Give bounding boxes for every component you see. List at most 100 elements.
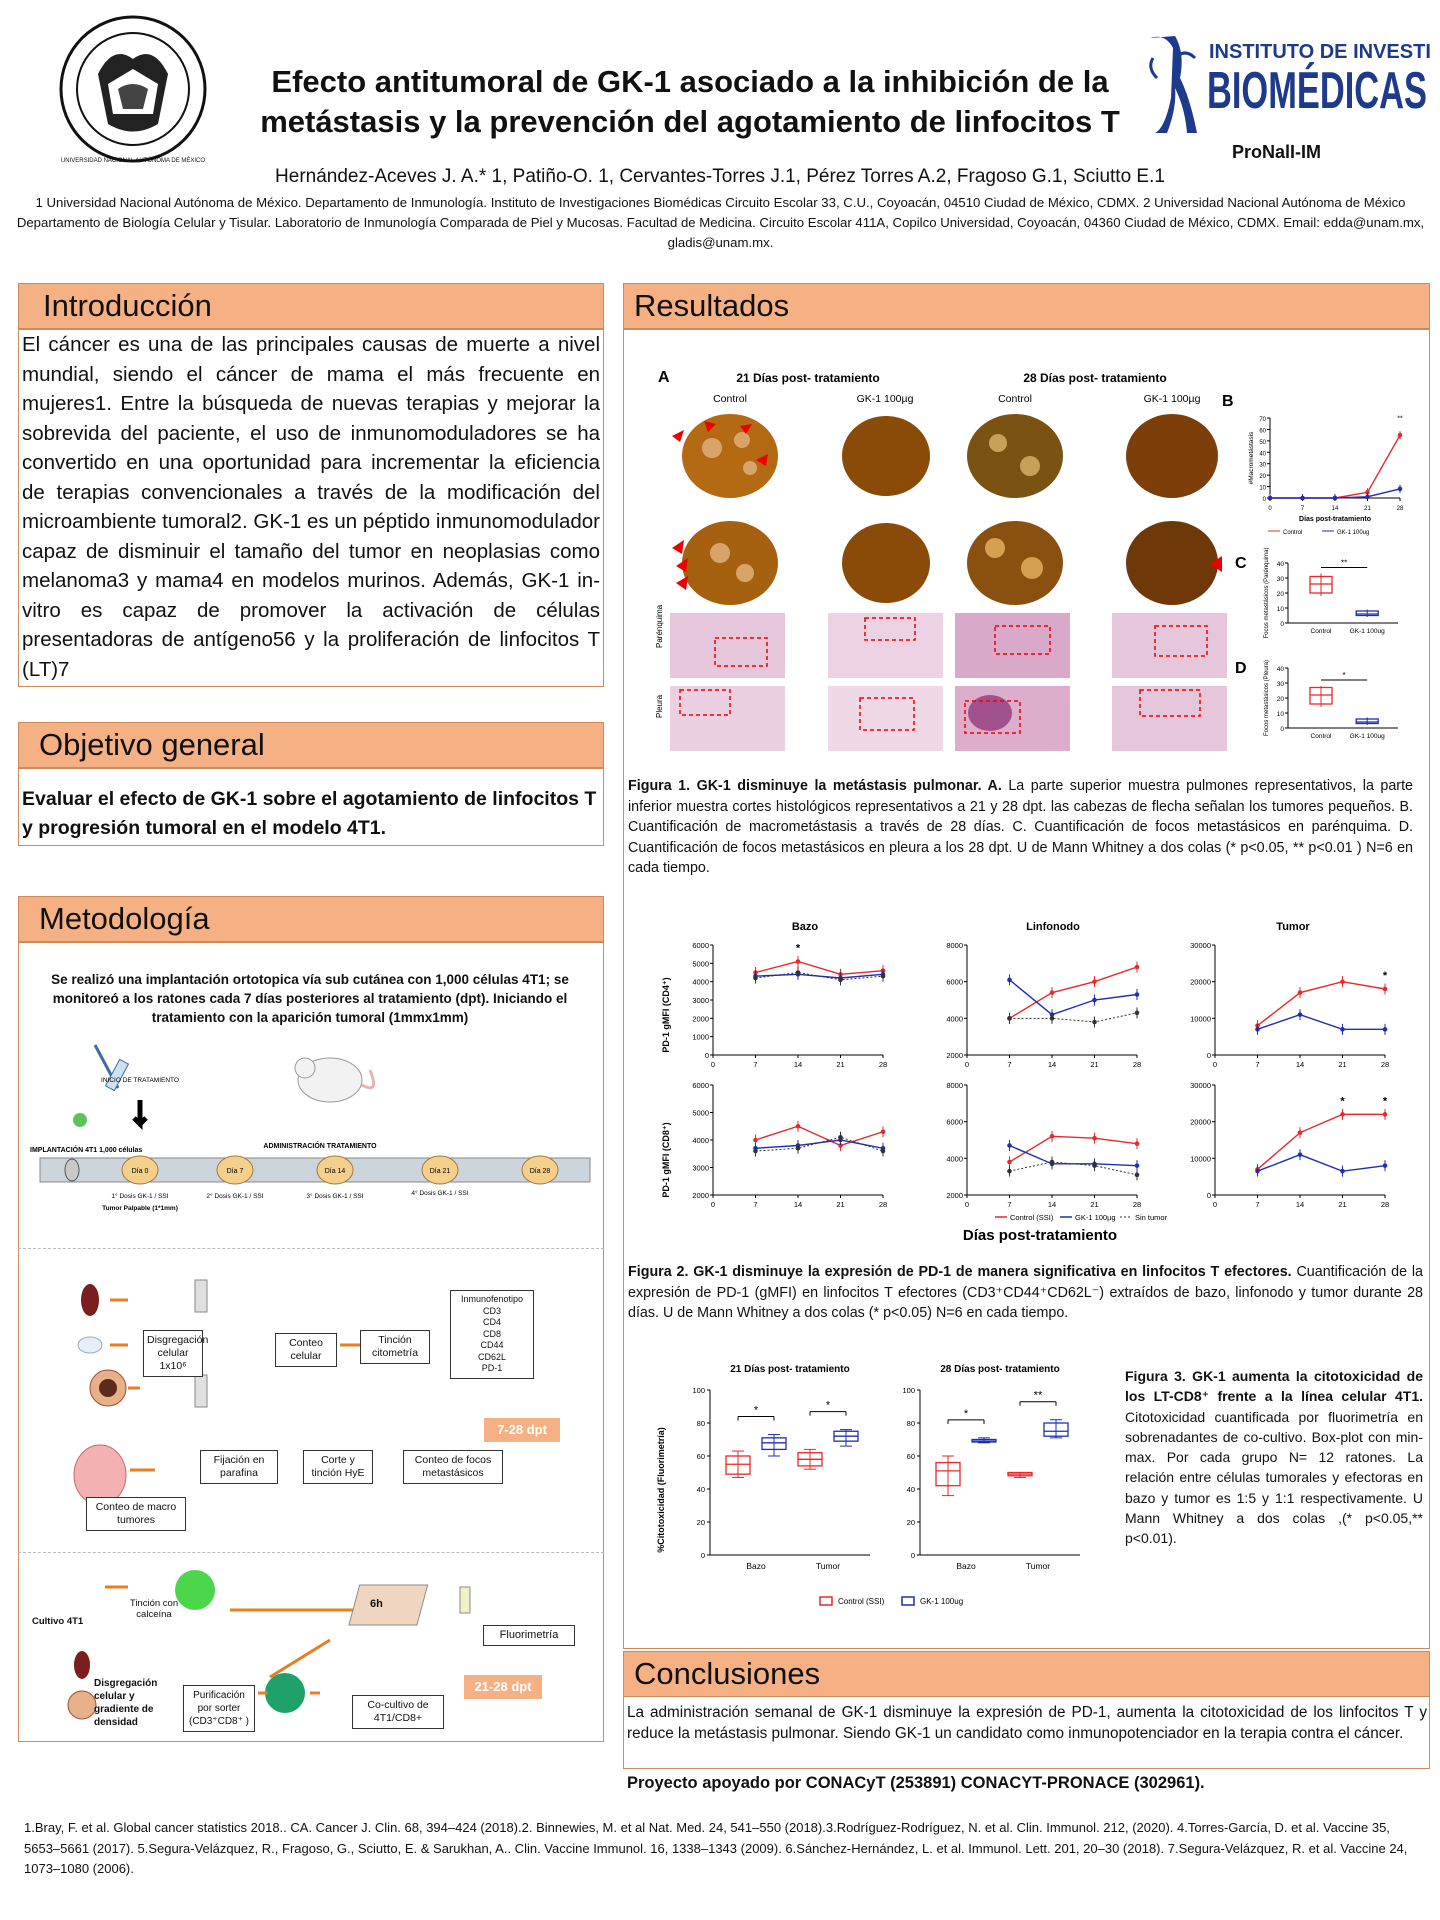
culture-label: Cultivo 4T1	[32, 1616, 84, 1627]
y-tick-label: 60	[1259, 428, 1266, 434]
parenquima-label: Parénquima	[655, 604, 664, 648]
y-axis-label: Focos metastásicos (Pleura)	[1264, 660, 1270, 736]
histology-image	[955, 613, 1070, 678]
hye-box: Corte y tinción HyE	[303, 1450, 373, 1484]
tube-icon	[194, 1374, 208, 1408]
lungs-icon	[73, 1444, 127, 1506]
data-point	[1340, 1027, 1345, 1032]
series-line	[1009, 966, 1138, 1019]
flow-diagram-2	[67, 1570, 471, 1720]
results-heading-text: Resultados	[634, 288, 790, 323]
figure-1-caption: Figura 1. GK-1 disminuye la metástasis p…	[628, 776, 1413, 879]
tube-icon	[194, 1279, 208, 1313]
significance-mark: **	[1397, 415, 1403, 422]
y-tick-label: 30	[1277, 681, 1285, 688]
y-tick-label: 5000	[692, 959, 709, 968]
data-point	[1134, 1141, 1140, 1146]
panel-a-label: A	[658, 369, 670, 386]
y-tick-label: 8000	[946, 941, 963, 950]
panel-c-label: C	[1235, 555, 1247, 572]
immunophenotype-box: Inmunofenotipo CD3 CD4 CD8 CD44 CD62L PD…	[450, 1290, 534, 1379]
y-tick-label: 30000	[1190, 1081, 1211, 1090]
x-tick-label: 7	[753, 1200, 757, 1209]
x-tick-label: 0	[711, 1200, 715, 1209]
y-tick-label: 0	[1207, 1191, 1211, 1200]
chart-fig1d: 0 10 20 30 40 Control GK-1 100ug * Focos metastá…	[1264, 660, 1398, 740]
series-line	[1257, 1113, 1385, 1170]
data-point	[795, 970, 801, 975]
immunophenotype-title: Inmunofenotipo	[460, 1294, 524, 1304]
y-tick-label: 30000	[1190, 941, 1211, 950]
data-point	[1092, 1135, 1097, 1141]
figure-3: 21 Días post- tratamiento 28 Días post- …	[656, 1364, 1080, 1606]
col-28-label: 28 Días post- tratamiento	[1023, 371, 1166, 385]
data-point	[1134, 1163, 1140, 1168]
data-point	[1297, 1152, 1303, 1157]
marker: CD3	[482, 1305, 501, 1316]
y-tick-label: 1000	[692, 1033, 709, 1042]
data-point	[1297, 1012, 1303, 1017]
x-tick-label: 28	[879, 1060, 887, 1069]
x-tick-label: 21	[1338, 1200, 1346, 1209]
x-tick-label: 21	[1338, 1060, 1346, 1069]
x-tick-label: 21	[836, 1060, 844, 1069]
data-point	[1134, 1172, 1140, 1178]
intro-heading: Introducción	[18, 283, 604, 329]
y-tick-label: 4000	[946, 1154, 963, 1163]
panel-b-label: B	[1222, 393, 1234, 410]
y-tick-label: 4000	[692, 1136, 709, 1145]
intro-box	[18, 329, 604, 687]
x-tick-label: 7	[1007, 1200, 1011, 1209]
calcein-label: Tinción con calceína	[129, 1598, 179, 1620]
intro-heading-text: Introducción	[43, 288, 212, 323]
cell-cluster-icon	[73, 1113, 87, 1127]
references: 1.Bray, F. et al. Global cancer statisti…	[24, 1820, 1408, 1876]
data-point	[1049, 1159, 1055, 1165]
y-tick-label: 30	[1277, 576, 1285, 583]
marker: PD-1	[481, 1363, 503, 1373]
x-tick-label: 21	[1364, 506, 1371, 512]
data-point	[880, 1129, 886, 1135]
conclusions-box	[623, 1697, 1430, 1769]
y-tick-label: 40	[1277, 561, 1285, 568]
x-tick-label: Control	[1311, 733, 1333, 740]
lung-photo	[967, 414, 1063, 498]
series-line	[1009, 1012, 1138, 1023]
box	[1309, 575, 1333, 594]
data-point	[1007, 1143, 1012, 1148]
x-tick-label: 0	[1213, 1060, 1217, 1069]
y-tick-label: 40	[697, 1485, 705, 1494]
significance-mark: *	[1383, 1095, 1388, 1107]
x-tick-label: 14	[1048, 1060, 1056, 1069]
y-tick-label: 80	[907, 1419, 915, 1428]
series-line	[755, 960, 884, 976]
y-tick-label: 2000	[692, 1014, 709, 1023]
conclusions-heading: Conclusiones	[623, 1651, 1430, 1697]
down-arrow-icon	[132, 1100, 148, 1131]
y-tick-label: 0	[705, 1051, 709, 1060]
series-line	[1009, 1135, 1138, 1163]
data-point	[1300, 495, 1305, 501]
y-tick-label: 70	[1259, 417, 1266, 423]
pleura-label: Pleura	[655, 694, 664, 718]
divider	[18, 1552, 604, 1553]
y-tick-label: 20	[1259, 474, 1266, 480]
y-tick-label: 2000	[946, 1191, 963, 1200]
significance-mark: *	[754, 1405, 759, 1417]
x-tick-label: 28	[1397, 506, 1404, 512]
legend-item: Sin tumor	[1135, 1213, 1168, 1222]
timeline-days: Día 0 Día 7 Día 14 Día 21 Día 28	[121, 1155, 559, 1185]
figure-1: A 21 Días post- tratamiento 28 Días post…	[655, 369, 1404, 751]
lung-photo	[1126, 414, 1218, 498]
panel-d-label: D	[1235, 660, 1247, 677]
x-tick-label: 0	[965, 1060, 969, 1069]
x-tick-label: 28	[879, 1200, 887, 1209]
box	[935, 1461, 961, 1487]
objective-heading-text: Objetivo general	[39, 727, 265, 762]
legend-item: GK-1 100µg	[1075, 1213, 1116, 1222]
significance-mark: *	[964, 1408, 969, 1420]
y-tick-label: 2000	[946, 1051, 963, 1060]
x-tick-label: 21	[836, 1200, 844, 1209]
y-tick-label: 50	[1259, 440, 1266, 446]
x-tick-label: 7	[1007, 1060, 1011, 1069]
